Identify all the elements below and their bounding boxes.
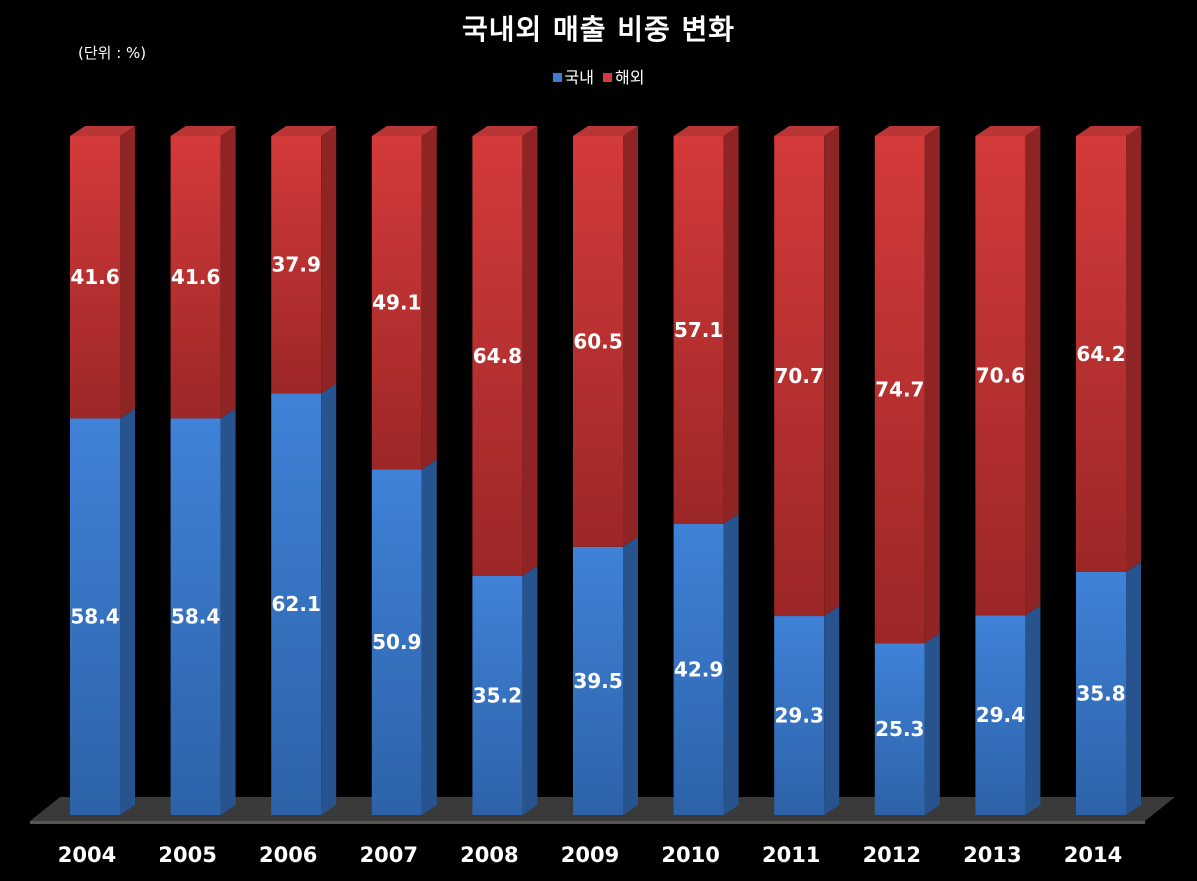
bar-domestic-2007 [371,469,422,815]
x-tick-label-2004: 2004 [58,843,116,867]
data-label-domestic-2004: 58.4 [70,605,119,629]
bar-side-overseas-2012 [924,126,940,644]
data-label-overseas-2006: 37.9 [272,253,321,277]
bar-top-2008 [472,126,538,136]
bar-top-2006 [271,126,337,136]
data-label-domestic-2011: 29.3 [775,704,824,728]
legend: 국내 해외 [0,64,1197,88]
bar-overseas-2011 [774,136,825,617]
bar-overseas-2007 [371,136,422,470]
bar-side-overseas-2008 [522,126,538,576]
bar-domestic-2011 [774,616,825,815]
data-label-domestic-2008: 35.2 [473,683,522,707]
chart-floor-edge [30,821,1145,824]
bar-domestic-2014 [1076,571,1126,815]
data-label-domestic-2012: 25.3 [875,717,924,741]
data-label-domestic-2005: 58.4 [171,605,220,629]
legend-item-overseas: 해외 [603,64,645,88]
bar-top-2012 [874,126,940,136]
legend-label-overseas: 해외 [615,68,645,87]
x-tick-label-2011: 2011 [762,843,820,867]
data-label-overseas-2008: 64.8 [473,344,522,368]
x-tick-label-2009: 2009 [561,843,619,867]
bar-top-2005 [170,126,236,136]
bar-overseas-2010 [673,136,724,524]
bar-domestic-2006 [271,393,322,815]
bar-domestic-2009 [573,546,623,815]
x-tick-label-2012: 2012 [863,843,921,867]
bar-side-overseas-2005 [220,126,236,419]
legend-swatch-overseas [603,73,613,82]
bar-side-domestic-2005 [220,408,236,815]
data-label-overseas-2007: 49.1 [372,291,421,315]
x-tick-label-2006: 2006 [259,843,317,867]
chart-title: 국내외 매출 비중 변화 [461,13,736,46]
bar-top-2013 [975,126,1041,136]
bar-overseas-2004 [70,136,120,419]
bar-side-overseas-2009 [623,126,638,547]
bar-top-2007 [371,126,437,136]
bar-overseas-2009 [573,136,623,547]
legend-swatch-domestic [552,73,562,82]
bar-domestic-2008 [472,575,523,815]
data-label-domestic-2014: 35.8 [1076,681,1125,705]
bar-top-2014 [1076,126,1141,136]
legend-item-domestic: 국내 [552,64,594,88]
x-tick-label-2010: 2010 [661,843,719,867]
bar-domestic-2010 [673,523,724,815]
x-tick-label-2005: 2005 [158,843,216,867]
data-label-overseas-2004: 41.6 [70,265,119,289]
data-label-overseas-2012: 74.7 [875,378,924,402]
data-label-overseas-2011: 70.7 [775,364,824,388]
bar-domestic-2013 [975,615,1026,815]
bar-top-2004 [70,126,135,136]
legend-label-domestic: 국내 [564,68,594,87]
bar-overseas-2006 [271,136,322,394]
bar-side-domestic-2004 [120,408,135,815]
bar-overseas-2005 [170,136,221,419]
bar-overseas-2008 [472,136,523,576]
x-tick-label-2014: 2014 [1064,843,1122,867]
bar-side-domestic-2013 [1025,605,1041,815]
bar-side-domestic-2012 [924,633,940,815]
unit-label: (단위 : %) [78,44,147,62]
bar-top-2010 [673,126,739,136]
data-label-overseas-2013: 70.6 [976,364,1025,388]
bar-side-overseas-2013 [1025,126,1041,616]
data-label-overseas-2009: 60.5 [573,329,622,353]
bar-domestic-2012 [874,643,925,815]
data-label-overseas-2010: 57.1 [674,318,723,342]
data-label-domestic-2009: 39.5 [573,669,622,693]
bar-overseas-2013 [975,136,1026,616]
bar-side-domestic-2011 [824,606,840,815]
bar-side-domestic-2009 [623,536,638,815]
data-label-domestic-2010: 42.9 [674,657,723,681]
data-label-domestic-2007: 50.9 [372,630,421,654]
bar-side-domestic-2007 [421,459,437,815]
x-tick-label-2013: 2013 [963,843,1021,867]
bar-side-domestic-2014 [1126,561,1141,815]
bar-side-overseas-2006 [321,126,337,394]
x-tick-label-2008: 2008 [460,843,518,867]
bar-side-overseas-2007 [421,126,437,470]
bar-overseas-2014 [1076,136,1126,572]
data-label-domestic-2013: 29.4 [976,703,1025,727]
x-tick-label-2007: 2007 [360,843,418,867]
bar-side-overseas-2011 [824,126,840,617]
bar-side-domestic-2006 [321,383,337,815]
data-label-domestic-2006: 62.1 [272,592,321,616]
data-label-overseas-2005: 41.6 [171,265,220,289]
bar-side-overseas-2004 [120,126,135,419]
bar-side-domestic-2010 [723,513,739,815]
bar-side-overseas-2010 [723,126,739,524]
data-label-overseas-2014: 64.2 [1076,342,1125,366]
bar-side-overseas-2014 [1126,126,1141,572]
bar-overseas-2012 [874,136,925,644]
bar-domestic-2005 [170,418,221,815]
bar-domestic-2004 [70,418,120,815]
bar-side-domestic-2008 [522,565,538,815]
bar-top-2011 [774,126,840,136]
bar-top-2009 [573,126,638,136]
